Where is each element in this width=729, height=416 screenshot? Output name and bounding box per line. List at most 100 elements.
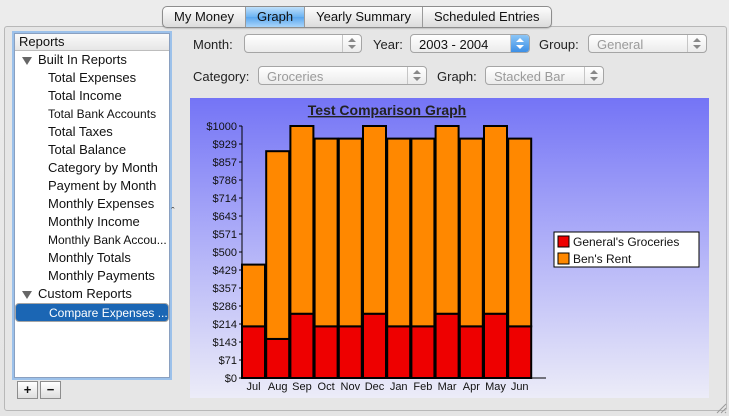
legend-swatch bbox=[557, 252, 570, 265]
group-label: Group: bbox=[539, 37, 579, 52]
bar-segment bbox=[265, 337, 291, 380]
tab-my-money[interactable]: My Money bbox=[163, 7, 246, 27]
report-category-by-month[interactable]: Category by Month bbox=[48, 160, 158, 175]
report-monthly-expenses[interactable]: Monthly Expenses bbox=[48, 196, 155, 211]
tab-scheduled-entries[interactable]: Scheduled Entries bbox=[434, 9, 540, 24]
group-custom-reports[interactable]: Custom Reports bbox=[15, 285, 169, 303]
y-tick-label: $214 bbox=[213, 319, 237, 331]
y-tick-label: $857 bbox=[213, 157, 237, 169]
bar-segment bbox=[313, 325, 339, 379]
bar-segment bbox=[410, 325, 436, 379]
report-total-bank-accounts[interactable]: Total Bank Accounts bbox=[48, 107, 157, 121]
graph-label: Graph: bbox=[437, 69, 477, 84]
year-select[interactable]: 2003 - 2004 bbox=[410, 34, 530, 53]
bar-segment bbox=[289, 312, 315, 380]
bar-segment bbox=[483, 312, 508, 380]
legend-swatch bbox=[557, 235, 570, 248]
legend-label: Ben's Rent bbox=[573, 252, 632, 266]
stepper-arrows-icon bbox=[584, 67, 603, 84]
resize-grip-icon[interactable] bbox=[715, 402, 727, 414]
report-monthly-payments[interactable]: Monthly Payments bbox=[48, 268, 155, 283]
category-select[interactable]: Groceries bbox=[258, 66, 427, 85]
chart-title: Test Comparison Graph bbox=[308, 102, 466, 118]
report-total-expenses[interactable]: Total Expenses bbox=[48, 70, 137, 85]
x-tick-label: Sep bbox=[292, 381, 312, 393]
bar-segment bbox=[265, 150, 291, 340]
report-monthly-income[interactable]: Monthly Income bbox=[48, 214, 140, 229]
y-tick-label: $1000 bbox=[206, 121, 237, 133]
graph-type-select-value: Stacked Bar bbox=[494, 69, 565, 84]
y-tick-label: $429 bbox=[213, 265, 237, 277]
report-monthly-bank-accounts[interactable]: Monthly Bank Accou... bbox=[48, 233, 167, 247]
disclosure-triangle-icon[interactable] bbox=[22, 56, 32, 65]
bar-segment bbox=[507, 325, 533, 379]
legend-label: General's Groceries bbox=[573, 235, 679, 249]
report-total-balance[interactable]: Total Balance bbox=[48, 142, 127, 157]
x-tick-label: Mar bbox=[438, 381, 457, 393]
x-tick-label: Aug bbox=[268, 381, 288, 393]
add-report-button[interactable]: + bbox=[17, 381, 38, 399]
bar-segment bbox=[241, 263, 266, 328]
reports-list-header: Reports bbox=[15, 34, 169, 51]
bar-segment bbox=[241, 325, 266, 379]
y-tick-label: $71 bbox=[219, 355, 237, 367]
tab-graph[interactable]: Graph bbox=[245, 7, 306, 27]
y-tick-label: $714 bbox=[213, 193, 237, 205]
split-view-collapse-icon[interactable]: ˆ bbox=[171, 206, 175, 218]
y-tick-label: $571 bbox=[213, 229, 237, 241]
tab-bar: My Money Graph Yearly Summary Scheduled … bbox=[162, 6, 552, 28]
tab-yearly-summary[interactable]: Yearly Summary bbox=[305, 7, 423, 27]
x-tick-label: Jun bbox=[511, 381, 529, 393]
y-tick-label: $500 bbox=[213, 247, 237, 259]
group-select[interactable]: General bbox=[588, 34, 707, 53]
y-tick-label: $357 bbox=[213, 283, 237, 295]
report-payment-by-month[interactable]: Payment by Month bbox=[48, 178, 157, 193]
chart-area: Test Comparison Graph $0 $71 $143 $214 $286 $3… bbox=[190, 98, 709, 398]
stepper-arrows-icon bbox=[407, 67, 426, 84]
y-tick-label: $286 bbox=[213, 301, 237, 313]
bar-segment bbox=[289, 125, 315, 315]
x-tick-label: Oct bbox=[318, 381, 335, 393]
report-monthly-totals[interactable]: Monthly Totals bbox=[48, 250, 131, 265]
bar-segment bbox=[362, 125, 387, 315]
bar-segment bbox=[410, 137, 436, 328]
month-select[interactable] bbox=[244, 34, 362, 53]
x-tick-label: Jul bbox=[246, 381, 260, 393]
report-compare-expenses[interactable]: Compare Expenses ... bbox=[15, 303, 169, 322]
bar-segment bbox=[362, 312, 387, 380]
remove-report-button[interactable]: − bbox=[40, 381, 61, 399]
bar-segment bbox=[386, 325, 412, 379]
group-built-in-reports[interactable]: Built In Reports bbox=[15, 51, 169, 69]
bar-segment bbox=[458, 325, 484, 379]
x-tick-label: Feb bbox=[413, 381, 432, 393]
y-tick-label: $929 bbox=[213, 139, 237, 151]
year-select-value: 2003 - 2004 bbox=[419, 37, 489, 52]
reports-list[interactable]: Reports Built In Reports Total Expenses … bbox=[14, 33, 170, 378]
month-label: Month: bbox=[193, 37, 233, 52]
y-tick-label: $643 bbox=[213, 211, 237, 223]
list-buttons: + − bbox=[17, 381, 63, 399]
bar-segment bbox=[386, 137, 412, 328]
bar-segment bbox=[458, 137, 484, 328]
stacked-bar-chart: Test Comparison Graph $0 $71 $143 $214 $286 $3… bbox=[206, 102, 700, 393]
group-label: Custom Reports bbox=[38, 286, 132, 301]
report-total-income[interactable]: Total Income bbox=[48, 88, 122, 103]
category-label: Category: bbox=[193, 69, 250, 84]
x-tick-label: Nov bbox=[341, 381, 361, 393]
bar-segment bbox=[337, 137, 363, 328]
y-tick-label: $143 bbox=[213, 337, 237, 349]
graph-type-select[interactable]: Stacked Bar bbox=[485, 66, 604, 85]
x-tick-label: Dec bbox=[365, 381, 385, 393]
stepper-arrows-icon bbox=[510, 35, 529, 52]
report-total-taxes[interactable]: Total Taxes bbox=[48, 124, 113, 139]
disclosure-triangle-icon[interactable] bbox=[22, 290, 32, 299]
chart-legend bbox=[553, 231, 700, 268]
bar-segment bbox=[434, 312, 460, 380]
group-select-value: General bbox=[597, 37, 644, 52]
stepper-arrows-icon bbox=[687, 35, 706, 52]
category-select-value: Groceries bbox=[267, 69, 324, 84]
bar-segment bbox=[483, 125, 508, 315]
bar-segment bbox=[313, 137, 339, 328]
bar-segment bbox=[507, 137, 533, 328]
x-tick-label: Jan bbox=[390, 381, 408, 393]
